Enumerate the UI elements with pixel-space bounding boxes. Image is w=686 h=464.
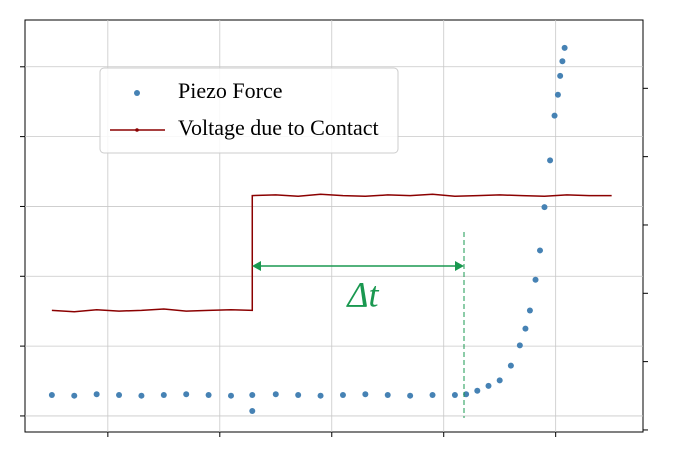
point [183, 391, 190, 398]
point [407, 392, 414, 399]
point [474, 387, 481, 394]
point [249, 391, 256, 398]
point [541, 204, 548, 211]
marks [48, 44, 612, 415]
point [557, 72, 564, 79]
point [429, 391, 436, 398]
point [547, 157, 554, 164]
point [317, 392, 324, 399]
point [526, 307, 533, 314]
point [485, 382, 492, 389]
point [559, 58, 566, 65]
legend-box [99, 67, 399, 154]
point [451, 391, 458, 398]
point [554, 91, 561, 98]
point [228, 392, 234, 399]
point [522, 325, 529, 332]
point [496, 377, 503, 384]
point [71, 392, 78, 399]
point [249, 408, 256, 415]
point [362, 391, 369, 398]
line [51, 193, 612, 313]
legend-marker [135, 128, 139, 132]
point [272, 391, 279, 398]
plot-frame [24, 19, 644, 433]
annotation: Δt [345, 274, 379, 314]
point [295, 391, 302, 398]
legend: Piezo Force Voltage due to Contact [99, 67, 399, 154]
point [561, 44, 568, 51]
point [138, 392, 145, 399]
point [551, 112, 558, 119]
point [116, 391, 123, 398]
point [48, 391, 55, 398]
point [205, 391, 212, 398]
point [463, 391, 470, 398]
point [507, 362, 514, 369]
legend-label: Piezo Force [178, 78, 282, 103]
point [160, 391, 167, 398]
legend-marker [134, 90, 140, 96]
point [516, 342, 523, 349]
point [532, 276, 539, 283]
point [93, 391, 100, 398]
point [537, 247, 543, 254]
point [339, 391, 346, 398]
legend-label: Voltage due to Contact [178, 115, 379, 140]
point [384, 391, 391, 398]
